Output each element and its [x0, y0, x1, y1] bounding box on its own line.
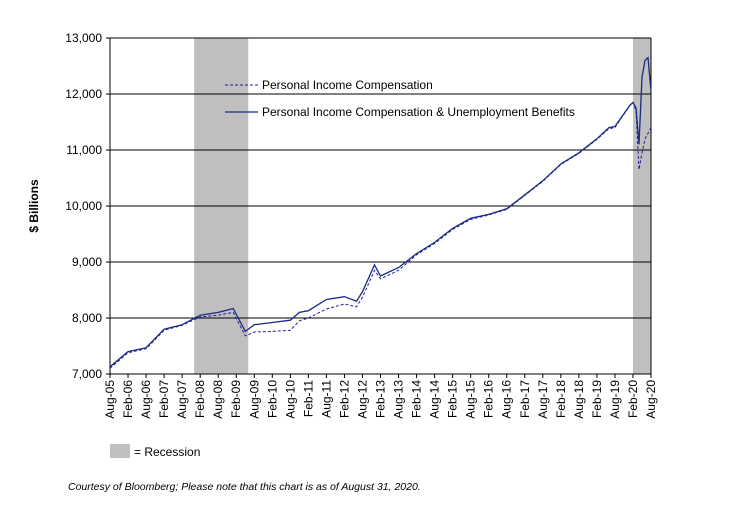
- legend-label-compensation: Personal Income Compensation: [262, 78, 433, 92]
- x-tick-label: Aug-18: [572, 380, 586, 419]
- footnote: Courtesy of Bloomberg; Please note that …: [68, 481, 421, 493]
- x-tick-label: Aug-06: [139, 380, 153, 419]
- x-tick-label: Aug-14: [428, 380, 442, 419]
- legend-label-compensation-benefits: Personal Income Compensation & Unemploym…: [262, 105, 575, 119]
- x-tick-label: Feb-12: [337, 380, 351, 418]
- x-tick-label: Aug-20: [644, 380, 658, 419]
- series-line-compensation: [109, 101, 652, 369]
- x-tick-label: Aug-09: [247, 380, 261, 419]
- x-tick-label: Aug-16: [500, 380, 514, 419]
- y-tick-label: 13,000: [65, 31, 102, 45]
- x-tick-label: Aug-12: [355, 380, 369, 419]
- y-tick-label: 8,000: [72, 311, 102, 325]
- x-tick-label: Feb-06: [121, 380, 135, 418]
- x-tick-label: Aug-17: [536, 380, 550, 419]
- y-tick-label: 7,000: [72, 367, 102, 381]
- x-tick-label: Aug-11: [319, 380, 333, 418]
- x-tick-label: Feb-18: [554, 380, 568, 418]
- x-tick-label: Aug-19: [608, 380, 622, 419]
- y-tick-label: 12,000: [65, 87, 102, 101]
- x-tick-label: Feb-17: [518, 380, 532, 418]
- x-tick-label: Feb-15: [446, 380, 460, 418]
- x-tick-label: Feb-09: [229, 380, 243, 418]
- x-tick-label: Aug-10: [283, 380, 297, 419]
- y-tick-label: 10,000: [65, 199, 102, 213]
- x-tick-label: Aug-08: [211, 380, 225, 419]
- x-tick-label: Aug-07: [175, 380, 189, 419]
- x-tick-label: Feb-13: [374, 380, 388, 418]
- x-tick-label: Aug-05: [103, 380, 117, 419]
- x-tick-label: Feb-16: [482, 380, 496, 418]
- recession-legend-swatch: [110, 444, 130, 458]
- y-tick-label: 9,000: [72, 255, 102, 269]
- x-tick-label: Feb-11: [301, 380, 315, 417]
- x-tick-label: Feb-07: [157, 380, 171, 418]
- x-tick-label: Feb-19: [590, 380, 604, 418]
- y-axis-label: $ Billions: [27, 179, 41, 233]
- x-tick-label: Aug-13: [392, 380, 406, 419]
- x-tick-label: Feb-20: [626, 380, 640, 418]
- y-tick-label: 11,000: [66, 143, 102, 157]
- legend: Personal Income Compensation Personal In…: [225, 78, 575, 119]
- recession-legend-label: = Recession: [134, 445, 200, 459]
- x-tick-label: Feb-08: [193, 380, 207, 418]
- x-tick-label: Feb-10: [265, 380, 279, 418]
- series-line-compensation-benefits: [109, 56, 652, 368]
- x-tick-label: Aug-15: [464, 380, 478, 419]
- x-tick-label: Feb-14: [410, 380, 424, 418]
